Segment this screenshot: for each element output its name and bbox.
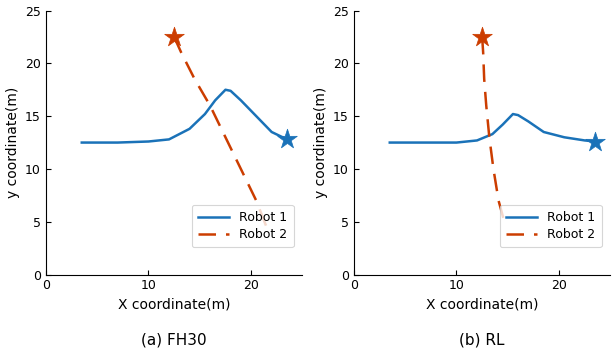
Legend: Robot 1, Robot 2: Robot 1, Robot 2 — [192, 205, 294, 247]
Robot 2 — [490, 167, 497, 171]
Y-axis label: y coordinate(m): y coordinate(m) — [314, 87, 328, 198]
Point — [282, 137, 292, 142]
Robot 2 — [171, 35, 178, 39]
Robot 2 — [177, 51, 185, 55]
Robot 2 — [479, 35, 486, 39]
Robot 2 — [237, 167, 245, 171]
Robot 1 — [219, 91, 226, 95]
Robot 2 — [502, 225, 509, 229]
Robot 1 — [211, 98, 219, 102]
Robot 1 — [114, 140, 121, 145]
Robot 1 — [253, 114, 260, 118]
Robot 1 — [386, 140, 394, 145]
Robot 2 — [479, 51, 487, 55]
Robot 2 — [222, 135, 229, 139]
Robot 1 — [488, 132, 496, 136]
Line: Robot 2: Robot 2 — [482, 37, 506, 227]
X-axis label: X coordinate(m): X coordinate(m) — [426, 298, 538, 312]
Line: Robot 2: Robot 2 — [174, 37, 267, 227]
Point — [169, 34, 179, 40]
Robot 1 — [201, 112, 209, 116]
Point — [590, 139, 600, 144]
Robot 1 — [283, 137, 291, 142]
Point — [477, 34, 487, 40]
Robot 1 — [525, 119, 532, 124]
Robot 1 — [145, 139, 152, 144]
Robot 1 — [499, 122, 506, 127]
Robot 1 — [453, 140, 460, 145]
Robot 2 — [485, 135, 493, 139]
Robot 2 — [495, 199, 502, 203]
Robot 1 — [222, 88, 229, 92]
Robot 2 — [263, 225, 270, 229]
Robot 1 — [473, 138, 480, 143]
Text: (b) RL: (b) RL — [460, 333, 505, 348]
Robot 1 — [186, 127, 193, 131]
Robot 1 — [509, 112, 517, 116]
Text: (a) FH30: (a) FH30 — [141, 333, 207, 348]
Robot 1 — [422, 140, 429, 145]
Line: Robot 1: Robot 1 — [82, 90, 287, 143]
Robot 2 — [480, 77, 488, 81]
Robot 2 — [206, 103, 214, 108]
Legend: Robot 1, Robot 2: Robot 1, Robot 2 — [500, 205, 602, 247]
Robot 1 — [581, 138, 588, 143]
Robot 1 — [540, 130, 548, 134]
Robot 1 — [165, 137, 172, 142]
Robot 1 — [514, 113, 522, 117]
Y-axis label: y coordinate(m): y coordinate(m) — [6, 87, 20, 198]
Robot 1 — [506, 115, 514, 119]
X-axis label: X coordinate(m): X coordinate(m) — [118, 298, 230, 312]
Line: Robot 1: Robot 1 — [390, 114, 595, 143]
Robot 1 — [237, 98, 245, 102]
Robot 2 — [253, 199, 260, 203]
Robot 2 — [191, 77, 198, 81]
Robot 1 — [227, 89, 234, 93]
Robot 1 — [561, 135, 568, 139]
Robot 1 — [78, 140, 86, 145]
Robot 2 — [482, 103, 490, 108]
Robot 1 — [268, 130, 275, 134]
Robot 1 — [591, 139, 599, 144]
